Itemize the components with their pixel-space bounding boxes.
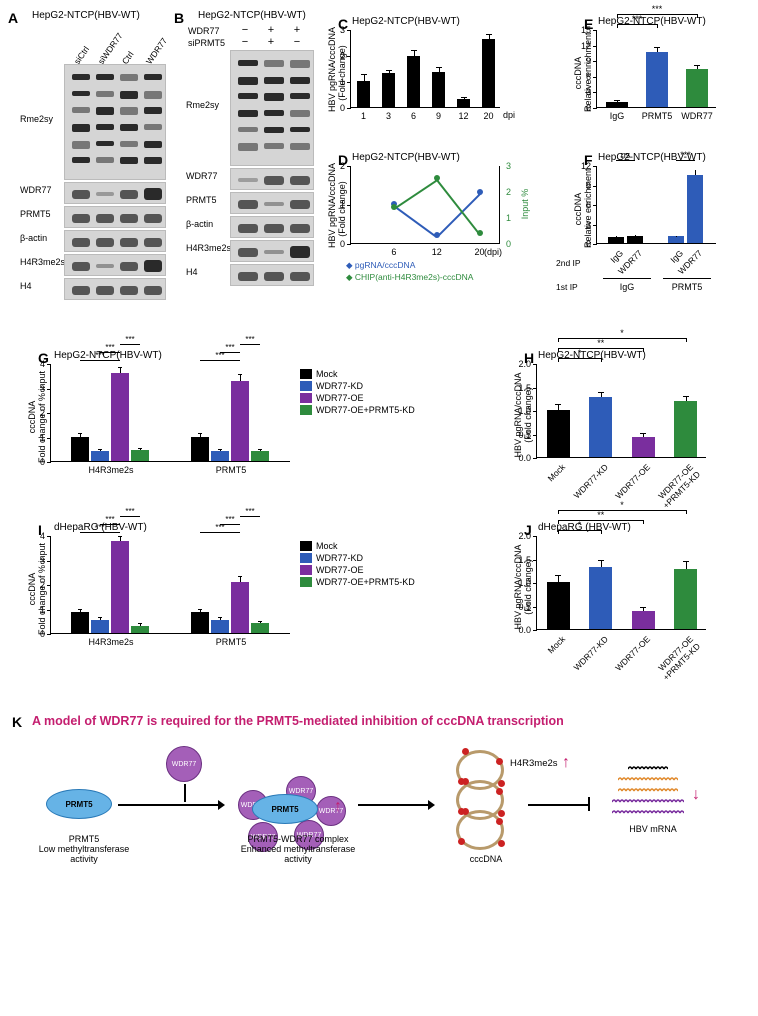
blot-PRMT5 [64,206,166,228]
figure-root: AHepG2-NTCP(HBV-WT)siCtrlsiWDR77CtrlWDR7… [6,6,752,1006]
blot-H4 [64,278,166,300]
blot-Rme2sy [64,64,166,180]
blot-WDR77 [230,168,314,190]
blot-PRMT5 [230,192,314,214]
blot-Rme2sy [230,50,314,166]
chart-I: 01234cccDNAFold change of % inputH4R3me2… [50,536,290,634]
blot-H4R3me2s [64,254,166,276]
blot-β-actin [230,216,314,238]
blot-H4 [230,264,314,286]
blot-H4R3me2s [230,240,314,262]
chart-E: 03691215cccDNARelative enrichmentIgGPRMT… [596,30,716,108]
chart-G: 01234cccDNAFold change of % inputH4R3me2… [50,364,290,462]
blot-WDR77 [64,182,166,204]
chart-J: 0.00.51.01.52.0HBV pgRNA/cccDNA(Fold cha… [536,536,706,630]
chart-C: 0123HBV pgRNA/cccDNA(Fold change)1369122… [350,30,500,108]
blot-β-actin [64,230,166,252]
chart-H: 0.00.51.01.52.0HBV pgRNA/cccDNA(Fold cha… [536,364,706,458]
